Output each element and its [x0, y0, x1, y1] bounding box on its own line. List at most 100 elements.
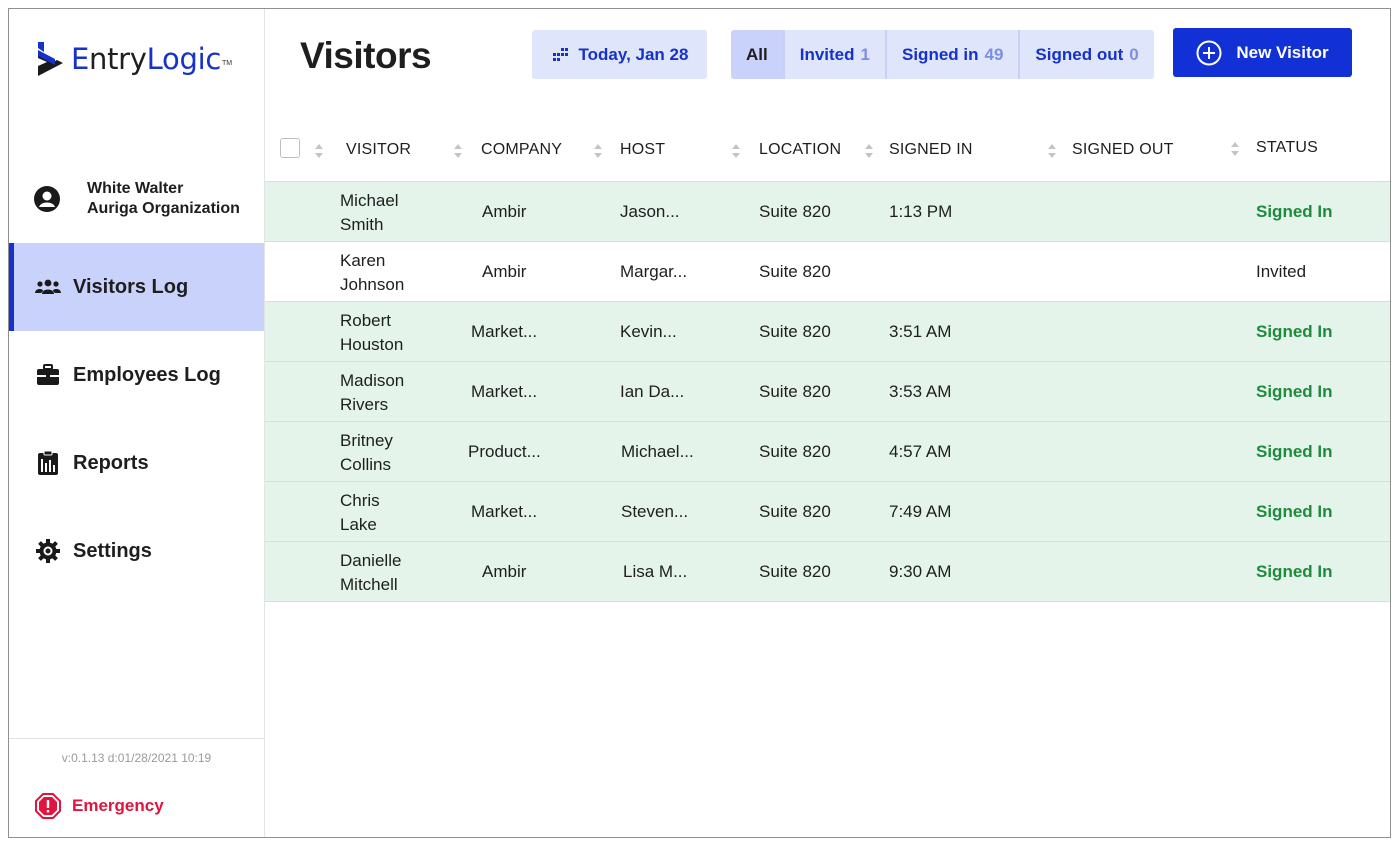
- signed-in-cell: 3:53 AM: [889, 382, 952, 401]
- plus-circle-icon: [1196, 40, 1222, 65]
- date-picker-button[interactable]: Today, Jan 28: [532, 30, 707, 79]
- filter-count: 49: [984, 44, 1004, 64]
- sidebar-item-label: Settings: [73, 539, 152, 562]
- reports-icon: [35, 450, 61, 476]
- location-cell: Suite 820: [759, 382, 831, 401]
- column-header-host[interactable]: HOST: [620, 141, 666, 158]
- logo-wordmark: EntryLogic: [71, 42, 221, 76]
- signed-in-cell: 4:57 AM: [889, 442, 952, 461]
- table-row[interactable]: Madison Rivers Market... Ian Da... Suite …: [265, 362, 1390, 422]
- sort-arrows-icon[interactable]: [593, 142, 603, 160]
- location-cell: Suite 820: [759, 502, 831, 521]
- column-header-company[interactable]: COMPANY: [481, 141, 563, 158]
- sidebar-item-visitors-log[interactable]: Visitors Log: [9, 243, 264, 331]
- filter-label: Signed in: [902, 44, 979, 64]
- status-cell: Invited: [1256, 262, 1307, 281]
- app-window: EntryLogic TM White Walter Auriga Organi…: [8, 8, 1391, 838]
- company-cell: Market...: [471, 382, 538, 401]
- visitor-name: Danielle Mitchell: [340, 551, 402, 594]
- emergency-stop-icon: [35, 793, 61, 819]
- sort-arrows-icon[interactable]: [453, 142, 463, 160]
- filter-invited[interactable]: Invited 1: [785, 30, 887, 79]
- signed-in-cell: 9:30 AM: [889, 562, 952, 581]
- status-cell: Signed In: [1256, 562, 1333, 581]
- user-profile[interactable]: White Walter Auriga Organization: [33, 179, 240, 219]
- user-name: White Walter: [87, 180, 184, 197]
- table-row[interactable]: Chris Lake Market... Steven... Suite 820 …: [265, 482, 1390, 542]
- table-row[interactable]: Britney Collins Product... Michael... Sui…: [265, 422, 1390, 482]
- signed-in-cell: 7:49 AM: [889, 502, 952, 521]
- new-visitor-label: New Visitor: [1236, 42, 1329, 62]
- select-all-checkbox[interactable]: [280, 138, 300, 158]
- filter-count: 0: [1129, 44, 1139, 64]
- visitor-name: Robert Houston: [340, 311, 404, 354]
- sidebar-item-employees-log[interactable]: Employees Log: [9, 331, 264, 419]
- host-cell: Ian Da...: [620, 382, 685, 401]
- filter-label: Signed out: [1035, 44, 1124, 64]
- briefcase-icon: [35, 362, 61, 388]
- table-row[interactable]: Danielle Mitchell Ambir Lisa M... Suite 8…: [265, 542, 1390, 602]
- company-cell: Product...: [468, 442, 541, 461]
- new-visitor-button[interactable]: New Visitor: [1173, 28, 1352, 77]
- status-cell: Signed In: [1256, 442, 1333, 461]
- table-row[interactable]: Michael Smith Ambir Jason... Suite 820 1:…: [265, 182, 1390, 242]
- table-header: VISITOR COMPANY HOST LOCATION SIGNED IN …: [265, 113, 1390, 182]
- filter-signed-in[interactable]: Signed in 49: [887, 30, 1021, 79]
- visitor-name: Karen Johnson: [340, 251, 405, 294]
- filter-label: All: [746, 44, 768, 64]
- logo-chevron-icon: [38, 42, 63, 76]
- sidebar-item-label: Employees Log: [73, 363, 221, 386]
- date-label: Today, Jan 28: [578, 44, 689, 64]
- company-cell: Ambir: [482, 562, 527, 581]
- signed-in-cell: 1:13 PM: [889, 202, 953, 221]
- filter-all[interactable]: All: [731, 30, 785, 79]
- sidebar-item-label: Visitors Log: [73, 275, 189, 298]
- gear-icon: [35, 538, 61, 564]
- column-header-visitor[interactable]: VISITOR: [346, 141, 412, 158]
- visitor-name: Britney Collins: [340, 431, 393, 474]
- user-avatar-icon: [34, 186, 60, 212]
- calendar-grid-icon: [552, 47, 568, 61]
- sidebar-footer: v:0.1.13 d:01/28/2021 10:19 Emergency: [9, 738, 264, 837]
- company-cell: Market...: [471, 502, 538, 521]
- visitors-table: VISITOR COMPANY HOST LOCATION SIGNED IN …: [265, 113, 1390, 602]
- trademark: TM: [221, 59, 233, 67]
- column-header-location[interactable]: LOCATION: [759, 141, 842, 158]
- filter-signed-out[interactable]: Signed out 0: [1020, 30, 1153, 79]
- filter-label: Invited: [799, 44, 855, 64]
- company-cell: Ambir: [482, 262, 527, 281]
- visitors-icon: [35, 274, 61, 300]
- table-row[interactable]: Robert Houston Market... Kevin... Suite 8…: [265, 302, 1390, 362]
- page-title: Visitors: [300, 35, 432, 76]
- sort-arrows-icon[interactable]: [314, 142, 324, 160]
- status-filter-group: All Invited 1 Signed in 49 Signed out 0: [731, 30, 1154, 79]
- sort-arrows-icon[interactable]: [1047, 142, 1057, 160]
- location-cell: Suite 820: [759, 262, 831, 281]
- status-cell: Signed In: [1256, 502, 1333, 521]
- status-cell: Signed In: [1256, 322, 1333, 341]
- host-cell: Michael...: [621, 442, 694, 461]
- location-cell: Suite 820: [759, 202, 831, 221]
- version-info: v:0.1.13 d:01/28/2021 10:19: [61, 751, 212, 765]
- sidebar-item-settings[interactable]: Settings: [9, 507, 264, 595]
- sort-arrows-icon[interactable]: [731, 142, 741, 160]
- visitor-name: Madison Rivers: [340, 371, 405, 414]
- sort-arrows-icon[interactable]: [864, 142, 874, 160]
- column-header-status[interactable]: STATUS: [1256, 139, 1318, 156]
- signed-in-cell: 3:51 AM: [889, 322, 952, 341]
- emergency-button[interactable]: Emergency: [35, 793, 164, 819]
- filter-count: 1: [860, 44, 870, 64]
- sidebar-item-reports[interactable]: Reports: [9, 419, 264, 507]
- sidebar-item-label: Reports: [73, 451, 149, 474]
- host-cell: Lisa M...: [623, 562, 688, 581]
- status-cell: Signed In: [1256, 382, 1333, 401]
- column-header-signed-in[interactable]: SIGNED IN: [889, 141, 973, 158]
- visitor-name: Chris Lake: [340, 491, 380, 534]
- location-cell: Suite 820: [759, 442, 831, 461]
- host-cell: Margar...: [620, 262, 688, 281]
- column-header-signed-out[interactable]: SIGNED OUT: [1072, 141, 1174, 158]
- table-row[interactable]: Karen Johnson Ambir Margar... Suite 820 I…: [265, 242, 1390, 302]
- entrylogic-logo[interactable]: EntryLogic TM: [35, 39, 232, 79]
- sort-arrows-icon[interactable]: [1230, 140, 1240, 158]
- visitor-name: Michael Smith: [340, 191, 399, 234]
